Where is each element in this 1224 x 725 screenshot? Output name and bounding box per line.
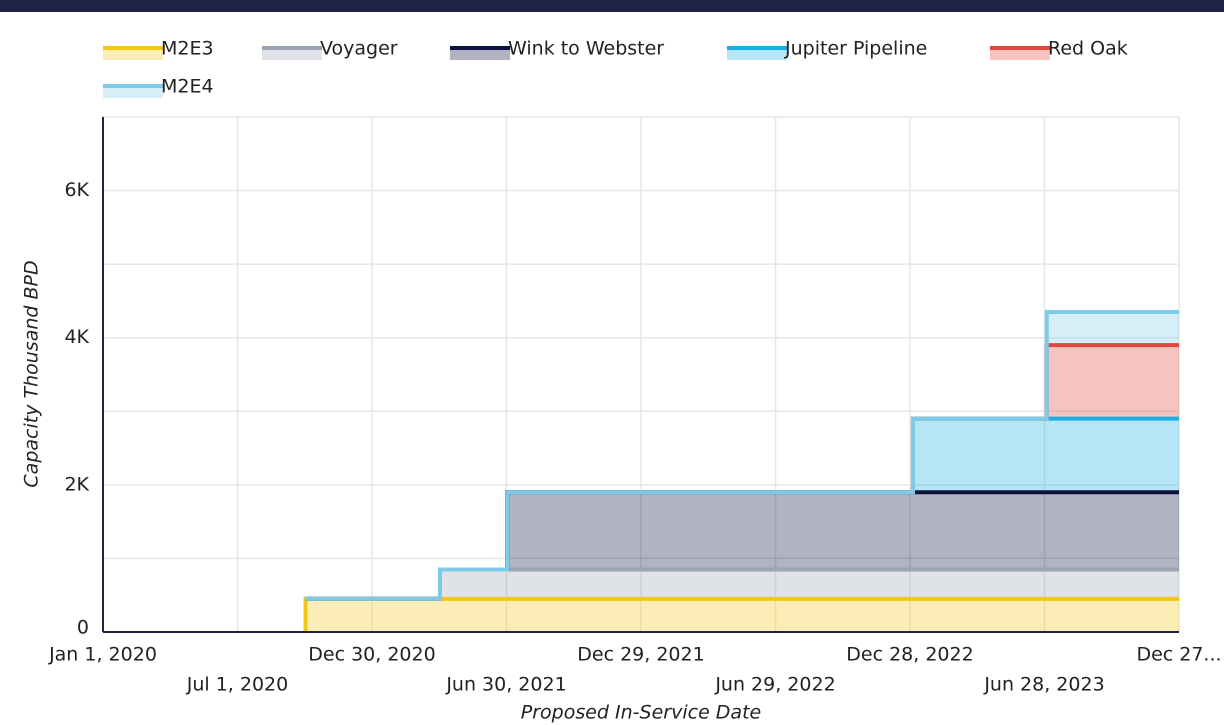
legend-label: M2E3 <box>161 38 214 60</box>
legend-label: Jupiter Pipeline <box>784 38 927 60</box>
y-tick-label: 4K <box>64 326 89 348</box>
top-bar <box>0 0 1224 12</box>
area <box>305 569 1179 599</box>
legend-swatch <box>450 48 510 60</box>
x-tick-label: Jun 29, 2022 <box>714 674 835 696</box>
x-tick-label: Dec 28, 2022 <box>846 644 973 666</box>
y-tick-label: 6K <box>64 179 89 201</box>
legend-swatch <box>990 48 1050 60</box>
x-tick-label: Dec 30, 2020 <box>308 644 435 666</box>
x-tick-label: Dec 27... <box>1136 644 1221 666</box>
y-axis-title: Capacity Thousand BPD <box>21 260 43 487</box>
legend-swatch <box>103 48 163 60</box>
x-axis-title: Proposed In-Service Date <box>521 702 761 724</box>
area <box>305 418 1179 599</box>
legend-swatch <box>103 86 163 98</box>
y-tick-label: 2K <box>64 473 89 495</box>
legend-swatch <box>727 48 787 60</box>
legend-label: Red Oak <box>1048 38 1128 60</box>
x-tick-label: Jul 1, 2020 <box>186 674 289 696</box>
area <box>305 598 1179 632</box>
area <box>305 311 1179 599</box>
legend-swatch <box>262 48 322 60</box>
legend-label: Wink to Webster <box>508 38 664 60</box>
x-tick-label: Jan 1, 2020 <box>48 644 157 666</box>
legend-label: Voyager <box>320 38 398 60</box>
x-tick-label: Jun 30, 2021 <box>445 674 566 696</box>
line <box>305 309 1179 601</box>
y-tick-label: 0 <box>77 617 89 639</box>
area <box>305 345 1179 599</box>
area <box>305 492 1179 599</box>
x-tick-label: Jun 28, 2023 <box>983 674 1104 696</box>
x-tick-label: Dec 29, 2021 <box>577 644 704 666</box>
legend-label: M2E4 <box>161 76 214 98</box>
